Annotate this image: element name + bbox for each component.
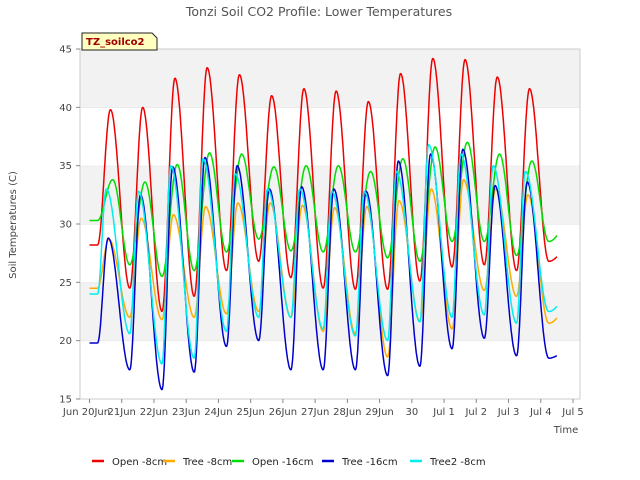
x-tick-label: 23Jun	[172, 407, 200, 418]
site-tag: TZ_soilco2	[81, 32, 158, 51]
x-tick-label: 30	[405, 407, 418, 418]
legend-label: Open -8cm	[112, 457, 167, 468]
grid-band	[80, 107, 580, 166]
x-tick-label: Jul 1	[432, 407, 455, 418]
y-tick-label: 30	[59, 220, 72, 231]
x-tick-label: 29Jun	[365, 407, 393, 418]
y-tick-label: 35	[59, 161, 72, 172]
legend-label: Open -16cm	[252, 457, 313, 468]
site-tag-box	[81, 32, 158, 51]
y-tick-label: 20	[59, 336, 72, 347]
x-tick-label: 26Jun	[269, 407, 297, 418]
legend-item: Open -16cm	[232, 457, 313, 468]
x-tick-label: Jul 2	[464, 407, 487, 418]
series-line	[89, 143, 558, 365]
x-tick-label: Jul 4	[529, 407, 552, 418]
legend-label: Tree -8cm	[182, 457, 232, 468]
x-tick-label: 22Jun	[140, 407, 168, 418]
y-tick-label: 25	[59, 278, 72, 289]
x-tick-label: 28Jun	[333, 407, 361, 418]
x-tick-label: Jul 3	[497, 407, 520, 418]
x-tick-label: 21Jun	[108, 407, 136, 418]
chart-title: Tonzi Soil CO2 Profile: Lower Temperatur…	[185, 4, 452, 19]
legend-label: Tree2 -8cm	[429, 457, 486, 468]
y-tick-label: 15	[59, 395, 72, 406]
legend-item: Tree -8cm	[163, 457, 232, 468]
x-tick-label: 24Jun	[204, 407, 232, 418]
x-tick-label: Jul 5	[561, 407, 584, 418]
y-axis-title: Soil Temperatures (C)	[8, 171, 19, 279]
y-tick-label: 40	[59, 103, 72, 114]
y-tick-label: 45	[59, 45, 72, 56]
series-line	[89, 148, 558, 391]
x-axis-title: Time	[553, 425, 578, 436]
x-tick-label: 27Jun	[301, 407, 329, 418]
legend-item: Tree -16cm	[322, 457, 398, 468]
x-tick-label: 25Jun	[236, 407, 264, 418]
series-layer	[89, 57, 558, 391]
legend-label: Tree -16cm	[341, 457, 398, 468]
legend: Open -8cm Tree -8cm Open -16cm Tree -16cm Tr…	[92, 457, 486, 468]
legend-item: Tree2 -8cm	[410, 457, 486, 468]
site-tag-label: TZ_soilco2	[86, 37, 145, 48]
x-tick-label: Jun 20Jun	[62, 407, 110, 418]
grid-band	[80, 49, 580, 108]
legend-item: Open -8cm	[92, 457, 167, 468]
